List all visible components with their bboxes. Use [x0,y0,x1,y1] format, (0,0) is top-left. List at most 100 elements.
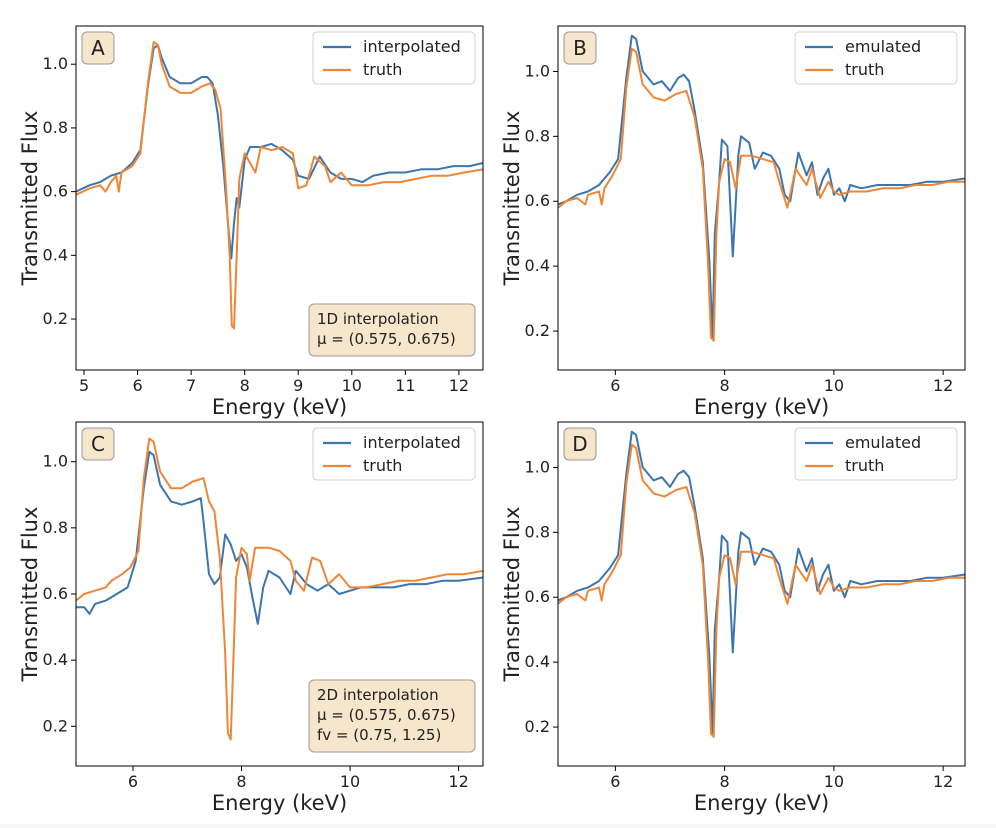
series-line-truth [558,47,965,342]
series-line-emulated [558,34,965,339]
x-tick-label: 8 [236,772,246,791]
series-group [558,430,965,738]
y-tick-label: 1.0 [43,452,68,471]
legend-label-truth: truth [845,60,884,79]
y-tick-label: 0.4 [525,256,550,275]
series-group [558,34,965,342]
annotation-box: 1D interpolation μ = (0.575, 0.675) [308,303,476,357]
y-tick-label: 0.4 [43,650,68,669]
legend-label-interpolated: interpolated [363,37,461,56]
x-tick-label: 10 [824,376,844,395]
x-tick-label: 10 [340,772,360,791]
panel-label-box [563,31,597,65]
panel-label-text: B [573,36,587,60]
y-tick-label: 0.6 [525,191,550,210]
annotation-line: μ = (0.575, 0.675) [317,330,456,348]
panel-label-badge: D [563,427,597,461]
y-tick-label: 0.4 [525,652,550,671]
legend-box [312,31,476,85]
y-axis-title: Transmitted Flux [18,507,42,683]
panel-label-badge: A [81,31,115,65]
y-axis-title: Transmitted Flux [18,111,42,287]
x-tick-label: 12 [933,376,953,395]
chart-panel-d: 6 8 10 12 0.2 0.4 0.6 0.8 1.0 Energy (keV) Transmi… [500,421,966,815]
legend: emulated truth [794,427,958,481]
x-tick-label: 7 [186,376,196,395]
y-tick-label: 0.8 [43,118,68,137]
y-tick-label: 0.6 [525,587,550,606]
y-tick-label: 0.8 [43,518,68,537]
series-line-truth [558,443,965,738]
y-tick-label: 0.2 [525,717,550,736]
panel-label-box [563,427,597,461]
x-axis-title: Energy (keV) [694,395,829,419]
x-tick-label: 6 [610,772,620,791]
panel-label-text: D [572,432,587,456]
y-tick-label: 0.6 [43,182,68,201]
x-tick-label: 6 [128,772,138,791]
plot-frame [557,25,966,371]
y-tick-label: 1.0 [525,61,550,80]
panel-label-badge: B [563,31,597,65]
annotation-line: 1D interpolation [317,310,439,328]
legend-label-truth: truth [845,456,884,475]
x-tick-label: 9 [293,376,303,395]
series-group [76,437,483,741]
panel-label-box [81,31,115,65]
x-tick-label: 6 [610,376,620,395]
chart-panel-b: 6 8 10 12 0.2 0.4 0.6 0.8 1.0 Energy (keV) Transmi… [500,25,966,419]
series-line-truth [76,437,483,741]
chart-panel-c: 6 8 10 12 0.2 0.4 0.6 0.8 1.0 Energy (keV) Transmi… [18,421,484,815]
legend-label-emulated: emulated [845,37,921,56]
annotation-box: 2D interpolation μ = (0.575, 0.675) fv = (… [308,679,476,753]
annotation-background [308,303,476,357]
x-tick-label: 6 [132,376,142,395]
x-tick-label: 12 [448,772,468,791]
y-axis-title: Transmitted Flux [500,111,524,287]
legend-label-emulated: emulated [845,433,921,452]
legend: interpolated truth [312,31,476,85]
panel-label-box [81,427,115,461]
y-tick-label: 0.2 [525,321,550,340]
annotation-background [308,679,476,753]
panel-label-text: C [91,432,105,456]
panel-label-text: A [91,36,105,60]
plot-frame [75,25,484,371]
plot-frame [557,421,966,767]
y-tick-label: 0.8 [525,522,550,541]
y-tick-label: 0.6 [43,584,68,603]
x-tick-label: 5 [79,376,89,395]
annotation-line: μ = (0.575, 0.675) [317,706,456,724]
legend: interpolated truth [312,427,476,481]
x-tick-label: 12 [449,376,469,395]
series-line-emulated [558,430,965,735]
y-tick-label: 0.4 [43,245,68,264]
x-tick-label: 8 [720,376,730,395]
y-tick-label: 0.2 [43,309,68,328]
y-tick-label: 0.8 [525,126,550,145]
legend: emulated truth [794,31,958,85]
chart-panel-a: 5 6 7 8 9 10 11 12 0.2 0.4 0.6 0.8 1.0 Energy (keV) Tr… [18,25,484,419]
x-axis-title: Energy (keV) [694,791,829,815]
series-line-interpolated [76,450,483,625]
x-axis-title: Energy (keV) [212,791,347,815]
panel-label-badge: C [81,427,115,461]
legend-label-interpolated: interpolated [363,433,461,452]
x-tick-label: 10 [824,772,844,791]
annotation-line: 2D interpolation [317,686,439,704]
y-tick-label: 1.0 [43,54,68,73]
y-tick-label: 0.2 [43,716,68,735]
x-tick-label: 10 [342,376,362,395]
x-tick-label: 8 [240,376,250,395]
legend-box [794,427,958,481]
legend-box [794,31,958,85]
legend-label-truth: truth [363,456,402,475]
series-line-truth [76,40,483,330]
y-axis-title: Transmitted Flux [500,507,524,683]
x-tick-label: 11 [395,376,415,395]
x-tick-label: 8 [720,772,730,791]
x-tick-label: 12 [933,772,953,791]
annotation-line: fv = (0.75, 1.25) [317,726,441,744]
series-group [76,40,483,330]
